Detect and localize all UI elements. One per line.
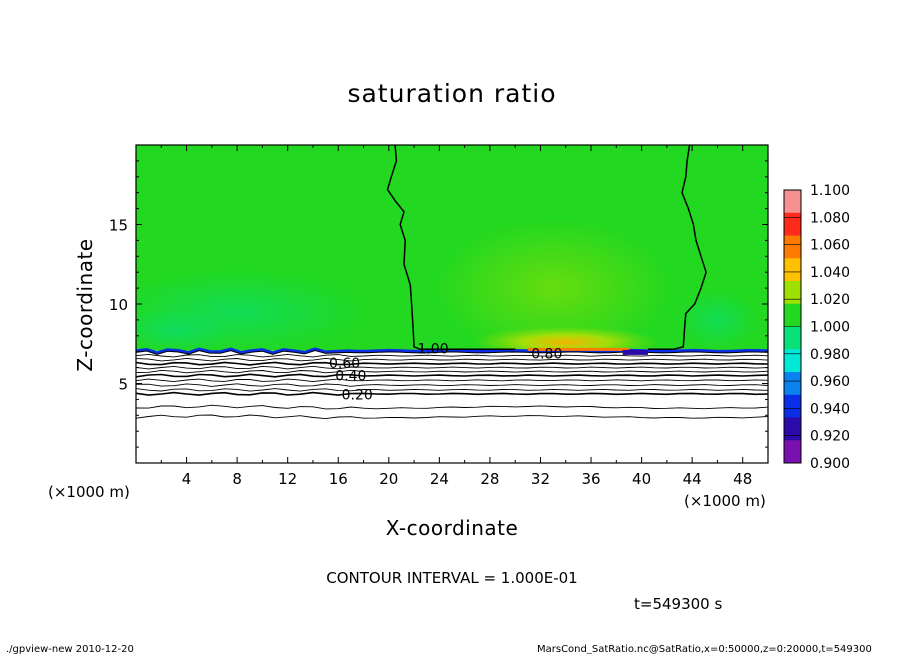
contour-line [136, 378, 768, 383]
contour-line [136, 404, 768, 410]
footer-left: ./gpview-new 2010-12-20 [6, 644, 134, 654]
warm-sliver [527, 347, 629, 351]
x-tick-label: 20 [379, 470, 398, 488]
x-tick-label: 44 [683, 470, 702, 488]
y-ticks: 5 10 15 [109, 160, 768, 448]
colorbar-segment [784, 258, 801, 282]
x-tick-label: 16 [329, 470, 348, 488]
y-tick-label: 5 [118, 376, 128, 394]
field-warm-patch [433, 218, 674, 359]
colorbar-segment [784, 440, 801, 464]
colorbar-segment [784, 190, 801, 214]
contour-line-1.00 [386, 145, 516, 351]
x-axis-unit-left: (×1000 m) [48, 483, 130, 501]
contour-interval: CONTOUR INTERVAL = 1.000E-01 [326, 569, 577, 587]
colorbar-segment [784, 349, 801, 373]
colorbar-label: 1.040 [810, 265, 850, 281]
colorbar-segment [784, 417, 801, 441]
y-axis-title: Z-coordinate [73, 238, 97, 371]
colorbar-segment [784, 281, 801, 305]
x-tick-label: 28 [480, 470, 499, 488]
time-label: t=549300 s [634, 595, 722, 613]
x-tick-label: 8 [232, 470, 242, 488]
contour-label: 1.00 [417, 342, 448, 358]
colorbar-label: 0.960 [810, 374, 850, 390]
footer-right: MarsCond_SatRatio.nc@SatRatio,x=0:50000,… [537, 644, 872, 654]
boundary-strip [136, 347, 768, 355]
x-ticks: 4 8 12 16 20 24 28 32 36 40 44 48 [160, 145, 752, 488]
x-tick-label: 32 [531, 470, 550, 488]
colorbar-label: 0.940 [810, 401, 850, 417]
contour-line [136, 365, 768, 370]
contour-line [136, 388, 768, 392]
contour-label: 0.20 [342, 388, 373, 404]
field-cool-patch [677, 289, 758, 350]
colorbar-segment [784, 235, 801, 259]
contour-label: 0.80 [531, 346, 562, 362]
colorbar-segment [784, 303, 801, 327]
colorbar: 1.100 1.080 1.060 1.040 1.020 1.000 0.980 0.960… [783, 183, 850, 472]
x-tick-label: 36 [581, 470, 600, 488]
field-cool-patch [136, 309, 234, 354]
colorbar-label: 1.100 [810, 183, 850, 199]
x-axis-title: X-coordinate [386, 516, 519, 540]
colorbar-label: 0.980 [810, 347, 850, 363]
contour-line [136, 383, 768, 387]
contour-label: 0.60 [329, 356, 360, 372]
colorbar-label: 1.080 [810, 210, 850, 226]
plot-area: 1.00 0.80 0.600.40 0.20 [136, 145, 768, 463]
y-tick-label: 15 [109, 217, 128, 235]
colorbar-segment [784, 326, 801, 350]
x-axis-unit-right: (×1000 m) [684, 492, 766, 510]
cold-patch [622, 349, 648, 355]
x-tick-label: 24 [430, 470, 449, 488]
x-tick-label: 12 [278, 470, 297, 488]
contour-label: 0.40 [335, 369, 366, 385]
contour-line-boundary [136, 349, 768, 355]
colorbar-label: 1.000 [810, 320, 850, 336]
x-tick-label: 4 [182, 470, 192, 488]
contour-line [136, 373, 768, 378]
contour-line-1.00 [647, 145, 707, 351]
contour-line [136, 357, 768, 362]
colorbar-segment [784, 394, 801, 418]
colorbar-label: 0.920 [810, 429, 850, 445]
contour-line [136, 361, 768, 366]
colorbar-label: 1.060 [810, 238, 850, 254]
contour-line [136, 353, 768, 358]
chart-title: saturation ratio [347, 79, 556, 108]
contour-line [136, 414, 768, 420]
contour-line [136, 369, 768, 374]
colorbar-label: 1.020 [810, 292, 850, 308]
x-tick-label: 48 [733, 470, 752, 488]
colorbar-segment [784, 372, 801, 396]
colorbar-label: 0.900 [810, 456, 850, 472]
colorbar-segment [784, 212, 801, 236]
contour-line [136, 391, 768, 396]
y-tick-label: 10 [109, 296, 128, 314]
x-tick-label: 40 [632, 470, 651, 488]
